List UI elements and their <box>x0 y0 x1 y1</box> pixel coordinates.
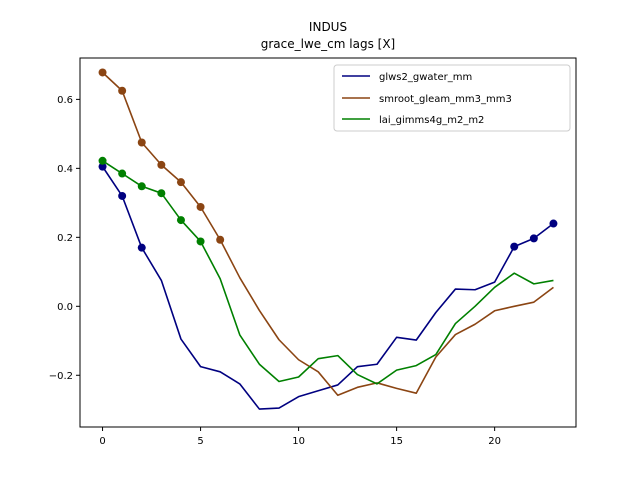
data-point <box>196 237 205 246</box>
x-tick-label: 0 <box>99 436 105 447</box>
chart-title: INDUS <box>309 20 347 34</box>
legend-label-lai: lai_gimms4g_m2_m2 <box>379 115 484 126</box>
x-tick-label: 20 <box>488 436 501 447</box>
data-point <box>137 138 146 147</box>
y-tick-label: 0.4 <box>57 164 73 175</box>
series-layer <box>98 68 558 410</box>
data-point <box>510 242 519 251</box>
legend-label-glws2: glws2_gwater_mm <box>379 72 472 83</box>
x-tick-label: 5 <box>197 436 203 447</box>
x-axis: 0 5 10 15 20 <box>99 427 501 447</box>
data-point <box>118 191 127 200</box>
y-axis: −0.2 0.0 0.2 0.4 0.6 <box>49 95 80 382</box>
data-point <box>137 243 146 252</box>
data-point <box>529 234 538 243</box>
y-tick-label: 0.0 <box>57 302 73 313</box>
legend: glws2_gwater_mm smroot_gleam_mm3_mm3 lai… <box>333 64 571 132</box>
legend-box <box>333 64 571 132</box>
y-tick-label: 0.6 <box>57 95 73 106</box>
data-point <box>176 216 185 225</box>
data-point <box>196 202 205 211</box>
series-line-2 <box>102 160 554 385</box>
chart-subtitle: grace_lwe_cm lags [X] <box>261 37 395 51</box>
data-point <box>216 235 225 244</box>
series-line-1 <box>102 71 554 397</box>
data-point <box>98 162 107 171</box>
data-point <box>98 156 107 165</box>
data-point <box>118 86 127 95</box>
x-tick-label: 10 <box>292 436 305 447</box>
y-tick-label: 0.2 <box>57 233 73 244</box>
data-point <box>549 219 558 228</box>
data-point <box>157 160 166 169</box>
legend-label-smroot: smroot_gleam_mm3_mm3 <box>379 94 512 105</box>
data-point <box>98 68 107 77</box>
data-point <box>157 189 166 198</box>
data-point <box>137 182 146 191</box>
y-tick-label: −0.2 <box>49 371 73 382</box>
series-line-0 <box>101 166 554 410</box>
plot-frame <box>79 57 577 428</box>
x-tick-label: 15 <box>390 436 403 447</box>
data-point <box>118 169 127 178</box>
data-point <box>176 178 185 187</box>
